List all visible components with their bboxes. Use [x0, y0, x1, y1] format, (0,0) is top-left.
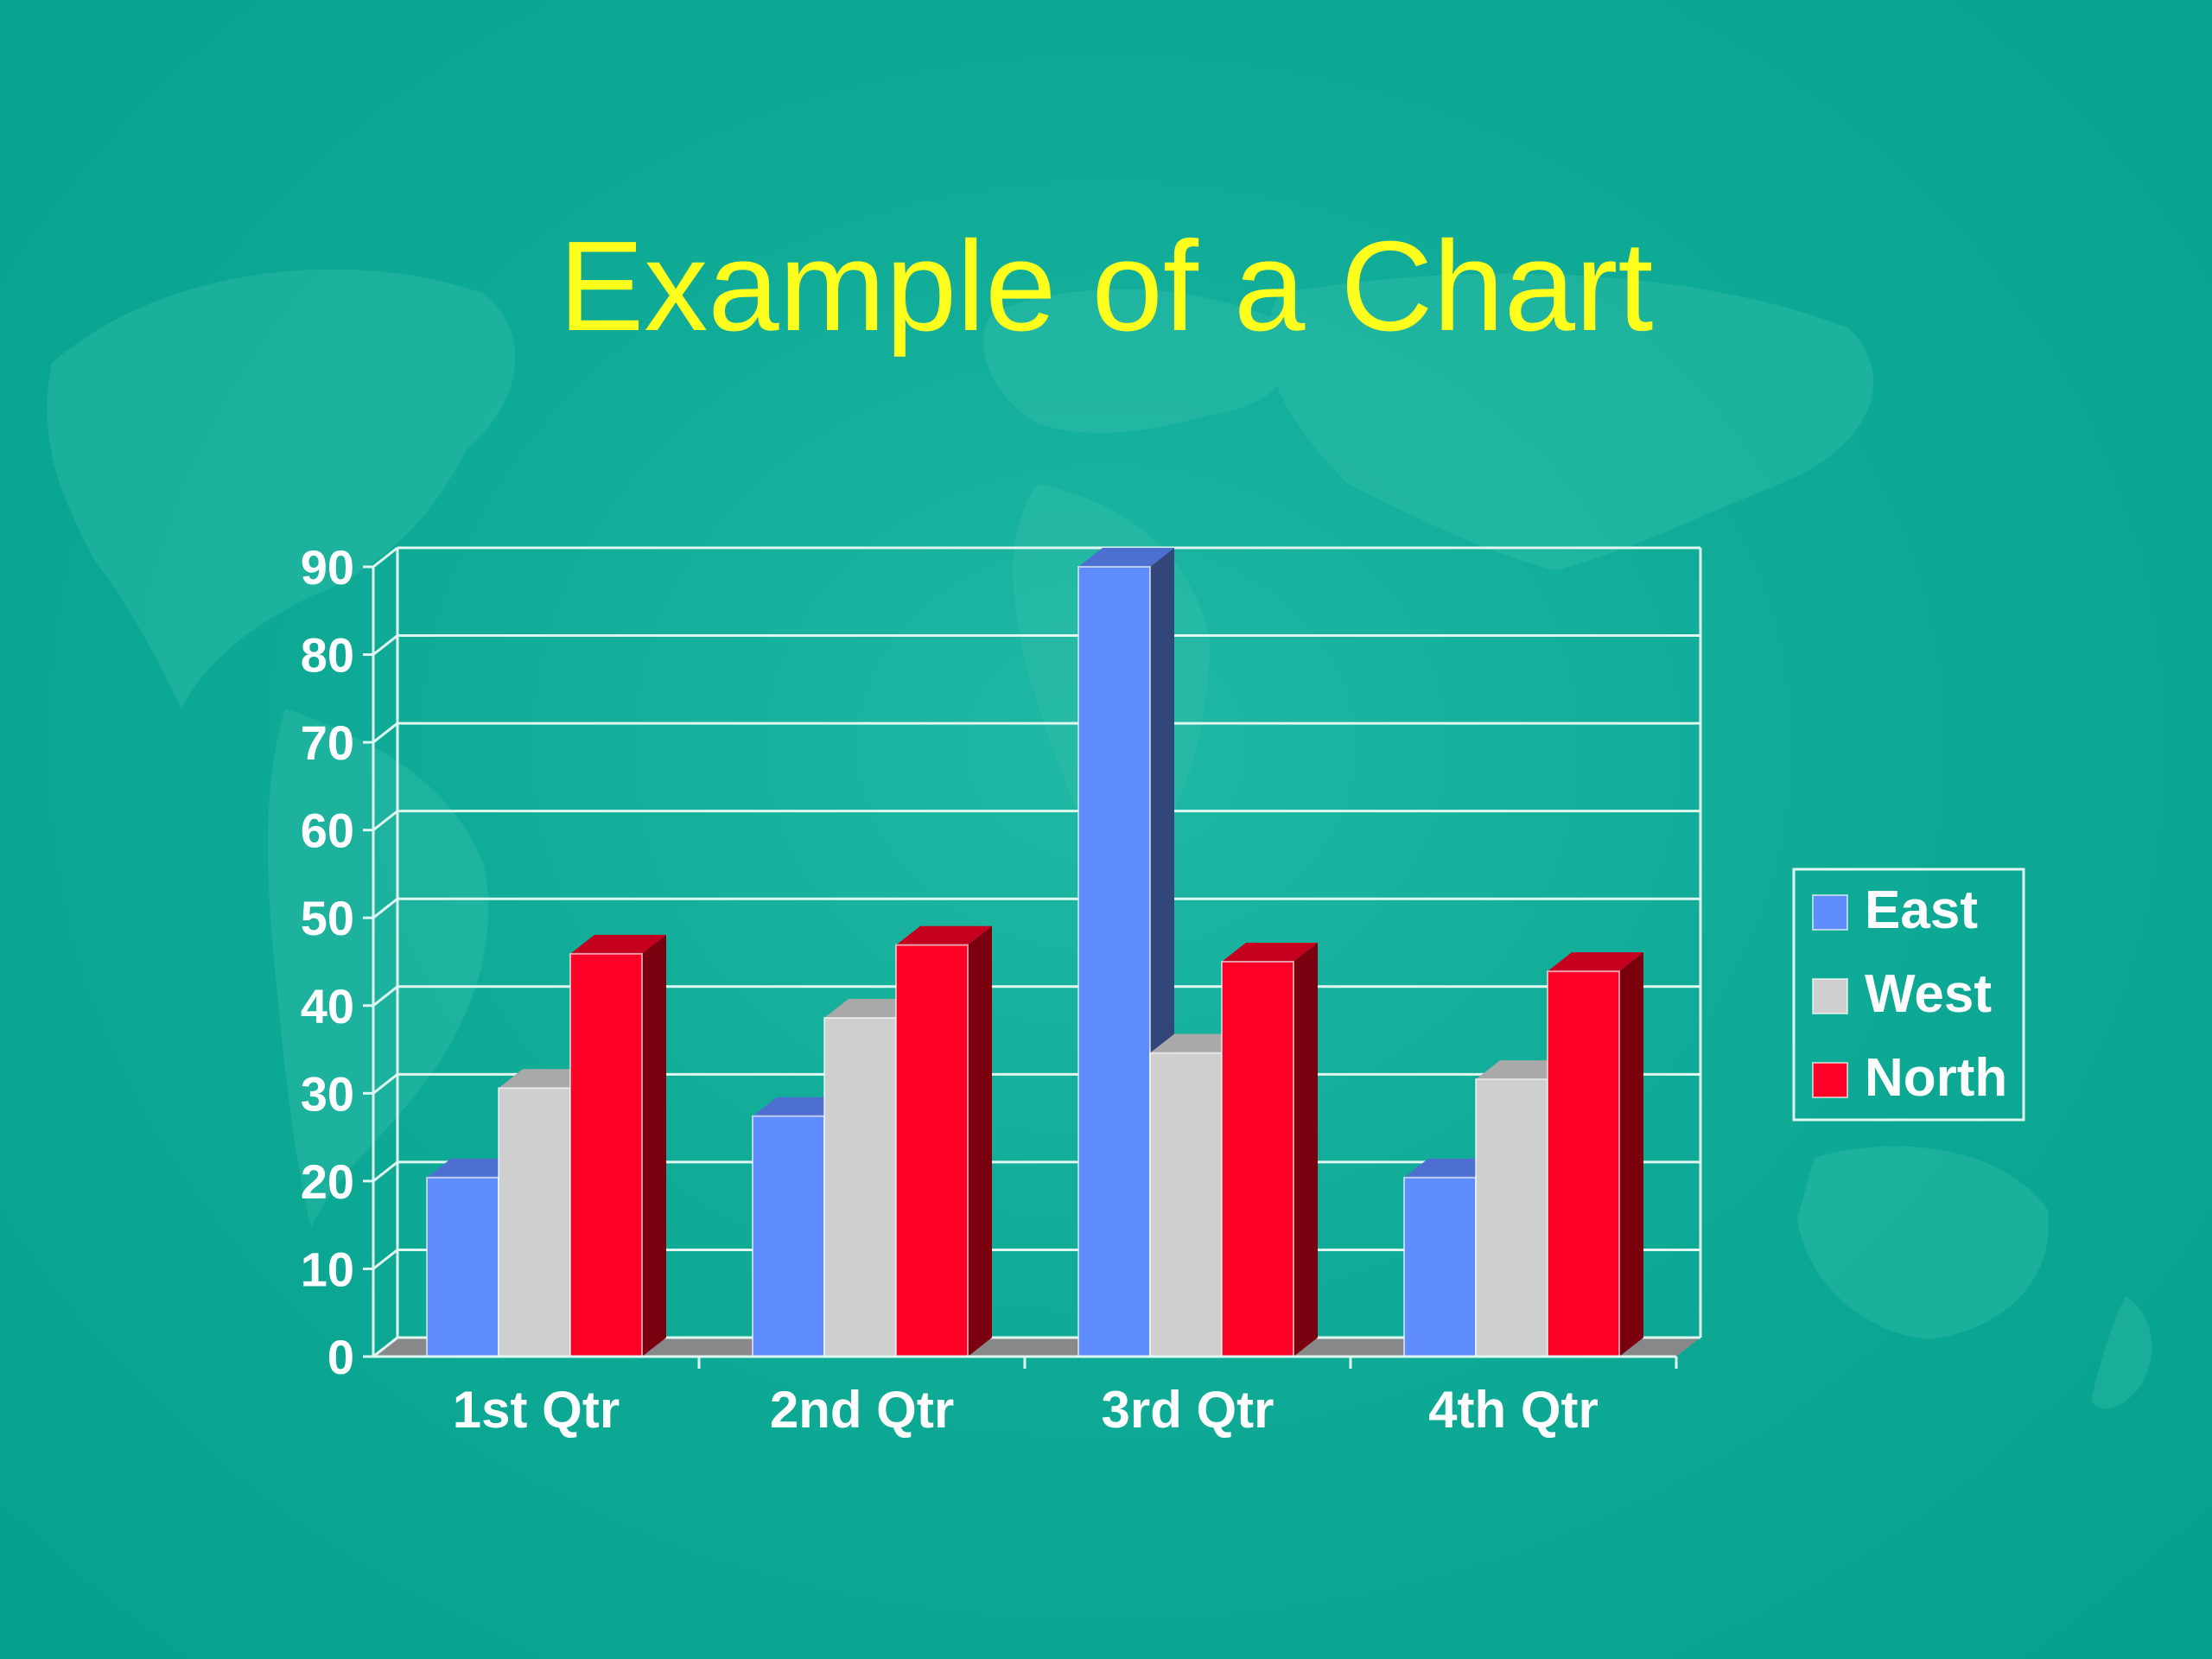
legend: East West North: [1792, 868, 2025, 1122]
y-tick-label: 0: [327, 1330, 354, 1384]
legend-label: West: [1865, 964, 1992, 1024]
legend-label: North: [1865, 1048, 2007, 1108]
legend-swatch: [1812, 1062, 1848, 1098]
legend-swatch: [1812, 978, 1848, 1014]
gridline-wall: [372, 546, 398, 569]
bar: [895, 944, 969, 1358]
y-tick-label: 40: [301, 979, 354, 1033]
gridline-wall: [372, 1160, 398, 1183]
x-tick-label: 2nd Qtr: [770, 1381, 954, 1439]
y-tick-label: 80: [301, 628, 354, 683]
bar-side: [1294, 943, 1318, 1357]
bar: [1547, 970, 1620, 1358]
gridline-wall: [372, 985, 398, 1007]
x-tick-label: 4th Qtr: [1428, 1381, 1599, 1439]
bar-top: [1078, 548, 1174, 567]
gridline-wall: [372, 1073, 398, 1095]
gridline-wall: [372, 721, 398, 744]
legend-label: East: [1865, 880, 1978, 940]
legend-box: [1792, 868, 2025, 1122]
bar: [1475, 1078, 1548, 1358]
legend-swatch: [1812, 894, 1848, 931]
bar: [498, 1087, 571, 1357]
x-tick-label: 3rd Qtr: [1101, 1381, 1274, 1439]
bar: [1149, 1052, 1223, 1358]
bar-side: [642, 934, 666, 1357]
chart-floor: [373, 1338, 1700, 1357]
bar: [752, 1115, 825, 1357]
bar: [426, 1176, 499, 1357]
y-tick-label: 10: [301, 1242, 354, 1296]
y-tick-label: 90: [301, 540, 354, 594]
gridline-wall: [372, 810, 398, 831]
bar-top: [570, 934, 666, 954]
bar-top: [1548, 952, 1643, 972]
gridline-wall: [372, 634, 398, 656]
x-tick-label: 1st Qtr: [453, 1381, 620, 1439]
y-tick-label: 20: [301, 1154, 354, 1209]
y-tick-label: 70: [301, 715, 354, 770]
bar-chart: 0 10 20 30 40 50 60 70 80 90 1st Qtr 2nd Qtr 3rd Qtr…: [301, 540, 2025, 1439]
bar: [569, 952, 643, 1357]
bar: [1403, 1176, 1477, 1357]
bar: [1077, 566, 1151, 1357]
bar: [1221, 961, 1294, 1357]
y-tick-label: 30: [301, 1066, 354, 1121]
y-tick-label: 50: [301, 891, 354, 945]
bar: [823, 1016, 897, 1358]
slide-title: Example of a Chart: [559, 215, 1654, 358]
gridline-wall: [372, 898, 398, 919]
bar-side: [1619, 952, 1643, 1357]
y-tick-label: 60: [301, 804, 354, 858]
gridline-wall: [372, 1336, 398, 1358]
bar-top: [896, 925, 992, 945]
bar-side: [968, 925, 992, 1357]
gridline-wall: [372, 1249, 398, 1270]
bar-top: [1222, 943, 1318, 962]
